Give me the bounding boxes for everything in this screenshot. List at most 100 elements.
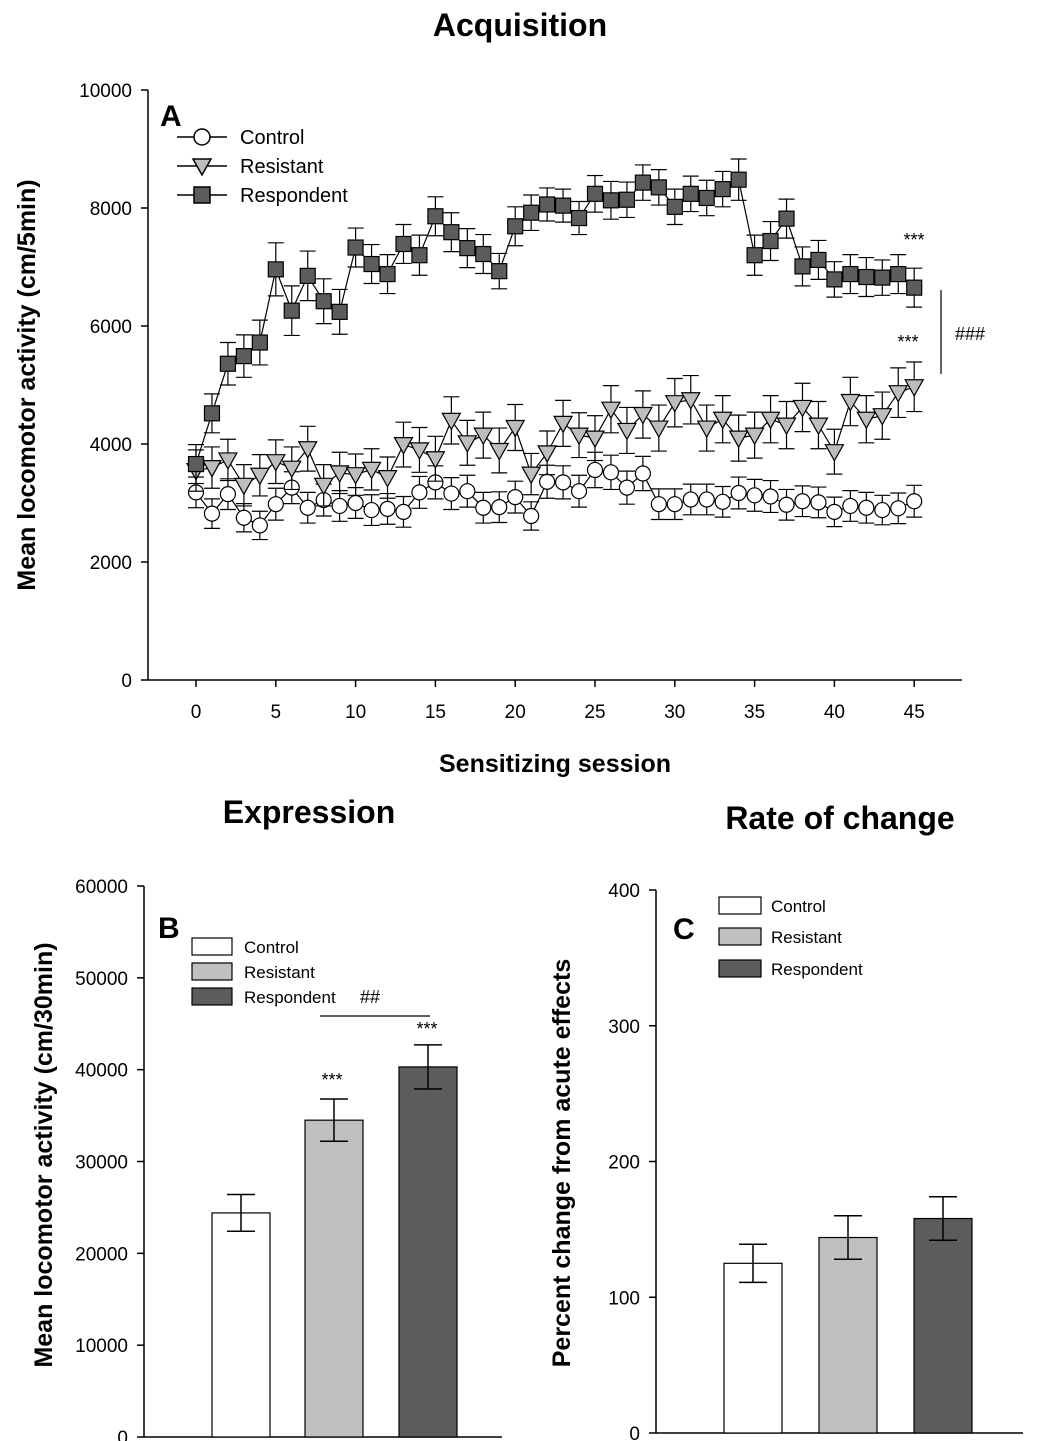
y-tick-label-40000: 40000 — [75, 1061, 128, 1082]
point-respondent-6 — [283, 302, 300, 319]
point-respondent-36 — [762, 232, 779, 250]
point-respondent-39 — [810, 251, 827, 269]
point-control-33 — [714, 493, 731, 510]
point-respondent-4 — [251, 334, 268, 351]
x-tick-label-20: 20 — [505, 702, 526, 723]
point-respondent-42 — [858, 268, 875, 286]
point-respondent-0 — [187, 455, 205, 473]
bar-control — [723, 1262, 783, 1434]
legend-marker-control — [193, 128, 211, 146]
y-tick-label-100: 100 — [608, 1288, 640, 1309]
panel-a-legend: Control Resistant Respondent — [177, 127, 348, 207]
x-tick-label-35: 35 — [744, 702, 765, 723]
point-resistant-37 — [776, 417, 797, 436]
point-control-30 — [666, 496, 683, 513]
point-respondent-13 — [395, 235, 412, 253]
point-resistant-9 — [329, 465, 350, 484]
point-resistant-16 — [441, 412, 462, 431]
legend-label-control: Control — [244, 938, 299, 957]
y-tick-label-4000: 4000 — [90, 435, 132, 456]
bar-respondent — [398, 1066, 458, 1438]
bar-resistant — [304, 1119, 364, 1438]
panel-b-letter: B — [158, 912, 180, 945]
panel-a-ticks: 0 2000 4000 6000 8000 10000 0 5 10 15 20 25 30 35 40 45 — [79, 81, 925, 723]
point-control-43 — [874, 501, 891, 519]
panel-a-sig-groups: ### — [955, 324, 985, 344]
point-control-9 — [331, 497, 348, 515]
legend-label-resistant: Resistant — [240, 156, 324, 178]
point-resistant-2 — [217, 452, 238, 471]
point-control-25 — [586, 461, 604, 479]
point-respondent-32 — [698, 189, 715, 207]
point-control-17 — [459, 483, 476, 500]
point-respondent-11 — [363, 255, 380, 273]
point-resistant-18 — [473, 427, 494, 446]
legend-label-resistant: Resistant — [244, 963, 315, 982]
point-control-23 — [554, 474, 572, 491]
legend-label-control: Control — [240, 127, 304, 149]
point-control-4 — [251, 517, 268, 534]
x-tick-label-5: 5 — [271, 702, 282, 723]
point-resistant-20 — [505, 419, 526, 438]
point-resistant-31 — [680, 392, 701, 410]
point-resistant-13 — [393, 436, 414, 455]
point-respondent-41 — [842, 265, 859, 283]
point-respondent-24 — [570, 209, 588, 227]
panel-a-letter: A — [160, 100, 182, 133]
point-respondent-15 — [427, 208, 444, 225]
point-control-40 — [826, 503, 843, 520]
panel-b-bars — [211, 1044, 458, 1438]
point-control-28 — [634, 465, 651, 482]
legend-swatch-resistant — [191, 962, 233, 981]
y-tick-label-8000: 8000 — [90, 199, 132, 220]
series-line-resistant — [195, 386, 915, 487]
panel-b-bar-chart: Expression Mean locomotor activity (cm/3… — [30, 794, 502, 1441]
y-tick-label-300: 300 — [608, 1017, 640, 1038]
point-respondent-30 — [666, 198, 683, 215]
point-control-39 — [810, 494, 827, 511]
point-control-42 — [858, 499, 875, 516]
y-tick-label-30000: 30000 — [75, 1153, 128, 1174]
point-resistant-3 — [233, 477, 254, 496]
point-resistant-5 — [265, 454, 286, 472]
panel-c-ticks: 0 100 200 300 400 — [608, 881, 656, 1441]
point-control-37 — [778, 496, 795, 513]
bar-respondent — [913, 1217, 973, 1434]
panel-c-bars — [723, 1196, 973, 1434]
point-resistant-26 — [600, 401, 621, 420]
legend-label-respondent: Respondent — [244, 988, 336, 1007]
legend-marker-resistant — [191, 158, 213, 177]
point-respondent-19 — [491, 263, 508, 280]
point-respondent-17 — [459, 240, 476, 257]
x-tick-label-10: 10 — [345, 702, 366, 723]
y-tick-label-50000: 50000 — [75, 969, 128, 990]
series-respondent — [187, 158, 923, 485]
y-tick-label-20000: 20000 — [75, 1244, 128, 1265]
point-control-31 — [682, 491, 699, 508]
point-respondent-28 — [634, 174, 651, 191]
x-tick-label-0: 0 — [191, 702, 202, 723]
panel-c-title: Rate of change — [725, 800, 954, 836]
panel-a-title: Acquisition — [433, 7, 607, 43]
point-respondent-18 — [475, 245, 492, 263]
legend-swatch-control — [191, 937, 233, 956]
point-resistant-32 — [696, 420, 717, 439]
point-control-7 — [299, 499, 316, 516]
point-resistant-14 — [409, 442, 430, 461]
panel-a-series — [185, 158, 925, 541]
point-respondent-37 — [778, 210, 795, 227]
point-control-44 — [890, 500, 907, 517]
panel-a-line-chart: Acquisition Mean locomotor activity (cm/… — [13, 7, 985, 778]
point-resistant-36 — [760, 411, 781, 430]
legend-swatch-respondent — [718, 959, 762, 978]
point-resistant-38 — [792, 399, 813, 418]
y-tick-label-200: 200 — [608, 1153, 640, 1174]
point-control-3 — [235, 509, 252, 526]
y-tick-label-0: 0 — [121, 671, 132, 692]
point-respondent-14 — [411, 247, 428, 264]
legend-swatch-resistant — [718, 927, 762, 946]
point-respondent-23 — [554, 197, 572, 214]
point-resistant-29 — [648, 420, 669, 439]
point-respondent-43 — [874, 269, 891, 286]
point-resistant-34 — [728, 430, 749, 449]
